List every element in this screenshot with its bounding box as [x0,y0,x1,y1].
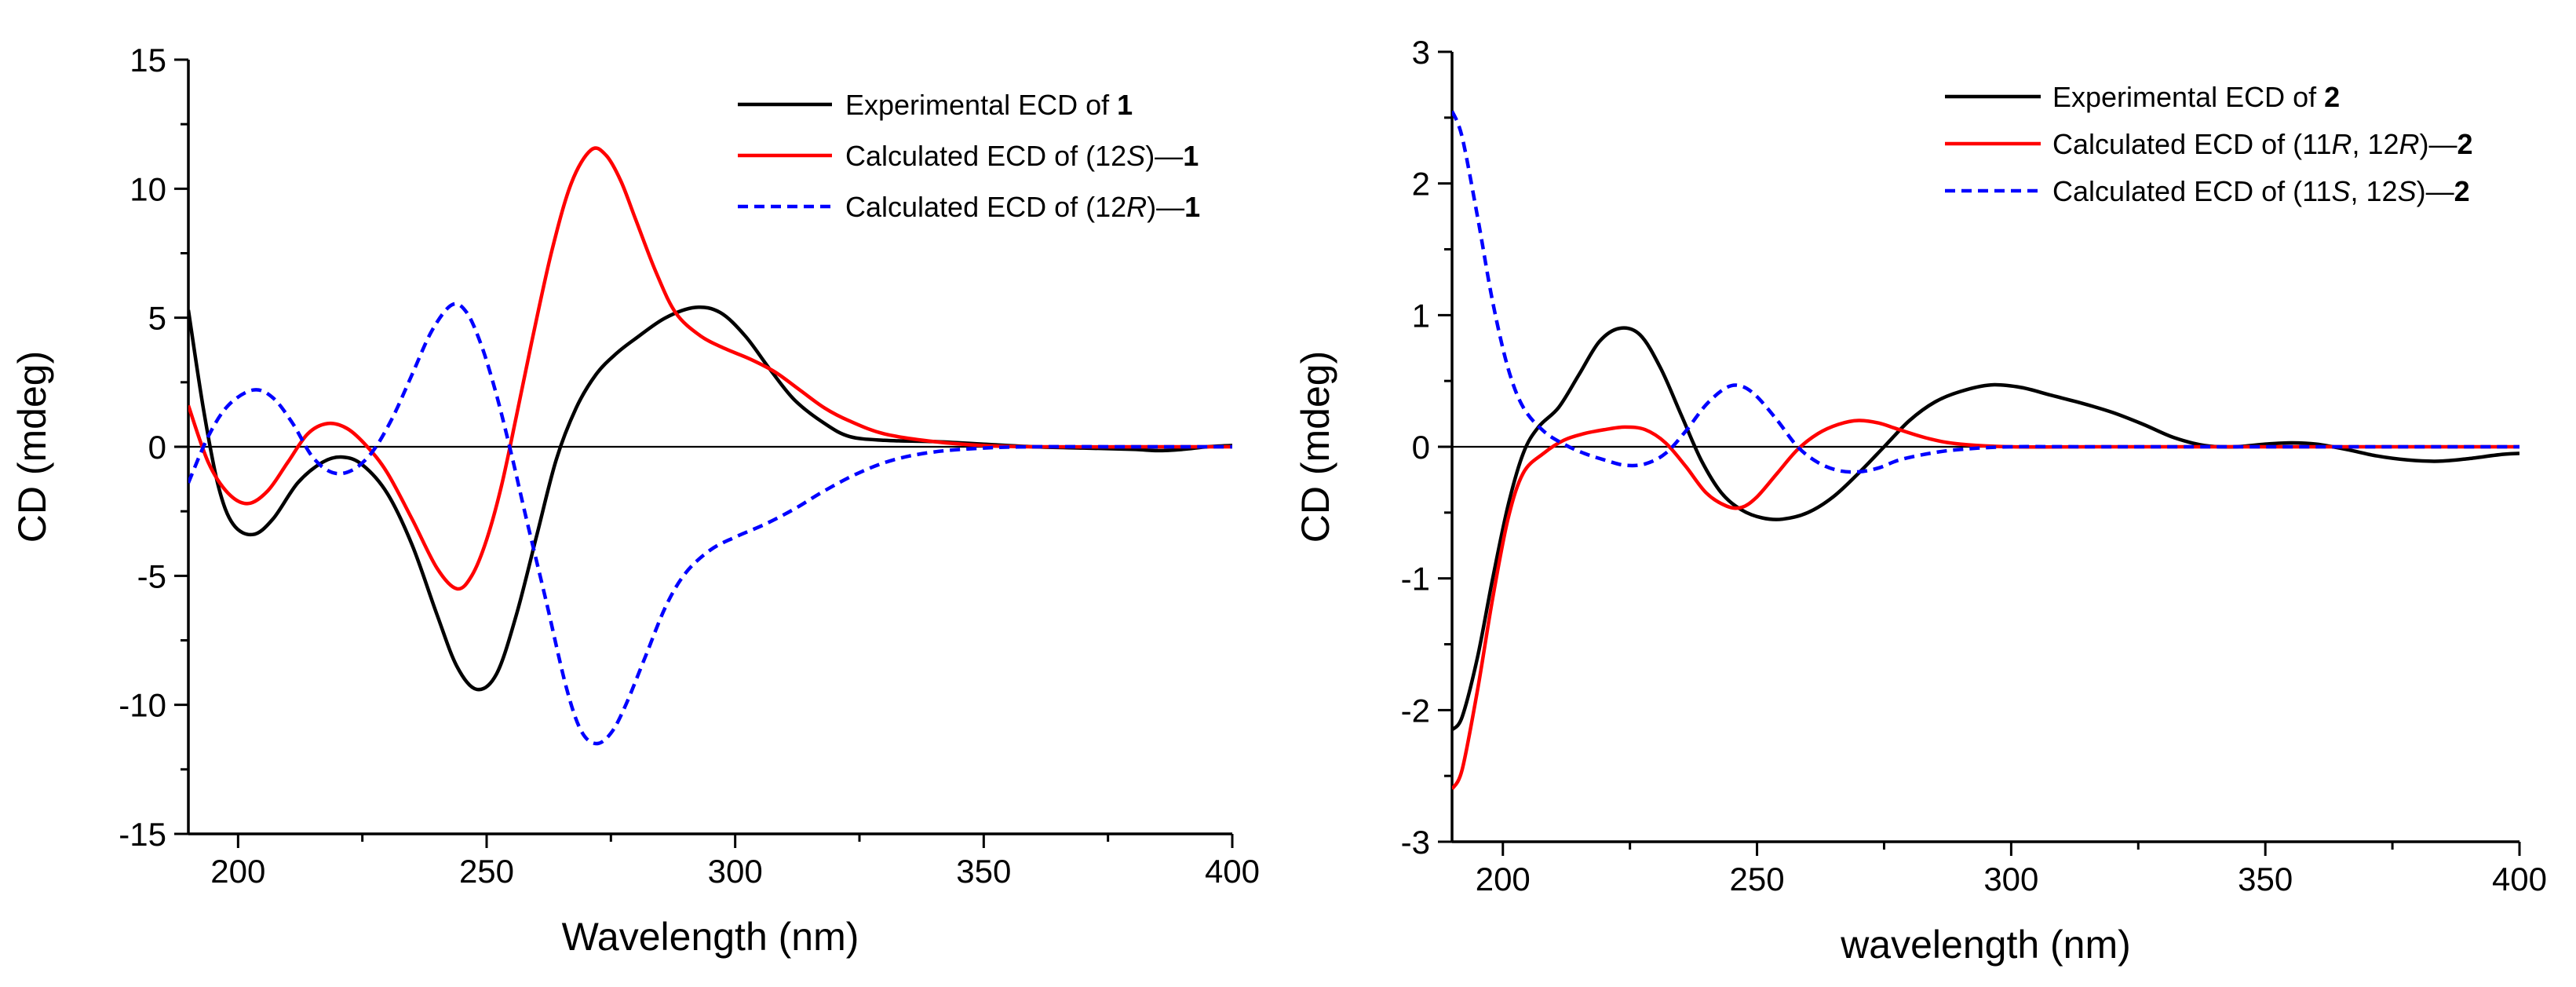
y-tick-label: 0 [1412,429,1430,466]
x-tick-label: 400 [1205,853,1260,890]
legend-label-1: Experimental ECD of 2 [2052,81,2340,113]
x-tick-label: 250 [1730,861,1785,897]
y-axis-title: CD (mdeg) [1293,351,1337,543]
series-line-1 [1452,326,2519,732]
y-tick-label: -1 [1401,561,1430,598]
x-tick-label: 350 [956,853,1011,890]
y-tick-label: -5 [137,557,166,594]
y-axis-title: CD (mdeg) [10,351,54,543]
x-tick-label: 300 [708,853,763,890]
legend-label-2: Calculated ECD of (11R, 12R)—2 [2052,128,2473,160]
y-tick-label: 0 [148,429,166,466]
y-tick-label: -15 [119,816,166,853]
y-tick-label: 10 [130,170,166,207]
series-line-3 [1452,110,2519,474]
y-tick-label: -10 [119,687,166,724]
legend: Experimental ECD of 1 Calculated ECD of (… [738,89,1200,223]
series-line-3 [188,302,1232,746]
legend-label-3: Calculated ECD of (12R)—1 [845,191,1200,223]
y-tick-label: 3 [1412,34,1430,71]
legend: Experimental ECD of 2 Calculated ECD of (… [1945,81,2473,207]
y-tick-label: 1 [1412,297,1430,334]
x-tick-label: 300 [1983,861,2038,897]
legend-label-1: Experimental ECD of 1 [845,89,1133,121]
y-tick-label: -3 [1401,824,1430,861]
series-line-2 [1452,419,2519,791]
chart-right-ecd-compound-2: 200 250 300 350 400 -3 -2 -1 0 1 2 3 wavelength (nm)… [1293,34,2547,967]
series-line-1 [188,305,1232,692]
y-tick-label: -2 [1401,692,1430,729]
chart-left-ecd-compound-1: 200 250 300 350 400 -15 -10 -5 0 5 10 15 Wavelength … [10,42,1260,959]
y-tick-label: 5 [148,300,166,337]
x-tick-label: 400 [2492,861,2547,897]
x-axis-title: wavelength (nm) [1840,923,2131,967]
x-tick-label: 200 [210,853,265,890]
x-tick-label: 200 [1476,861,1531,897]
legend-label-3: Calculated ECD of (11S, 12S)—2 [2052,175,2470,207]
legend-label-2: Calculated ECD of (12S)—1 [845,140,1199,172]
series-line-2 [188,146,1232,591]
y-tick-label: 15 [130,42,166,79]
x-tick-label: 350 [2238,861,2293,897]
y-tick-label: 2 [1412,166,1430,203]
x-axis-title: Wavelength (nm) [562,915,859,959]
x-tick-label: 250 [459,853,514,890]
